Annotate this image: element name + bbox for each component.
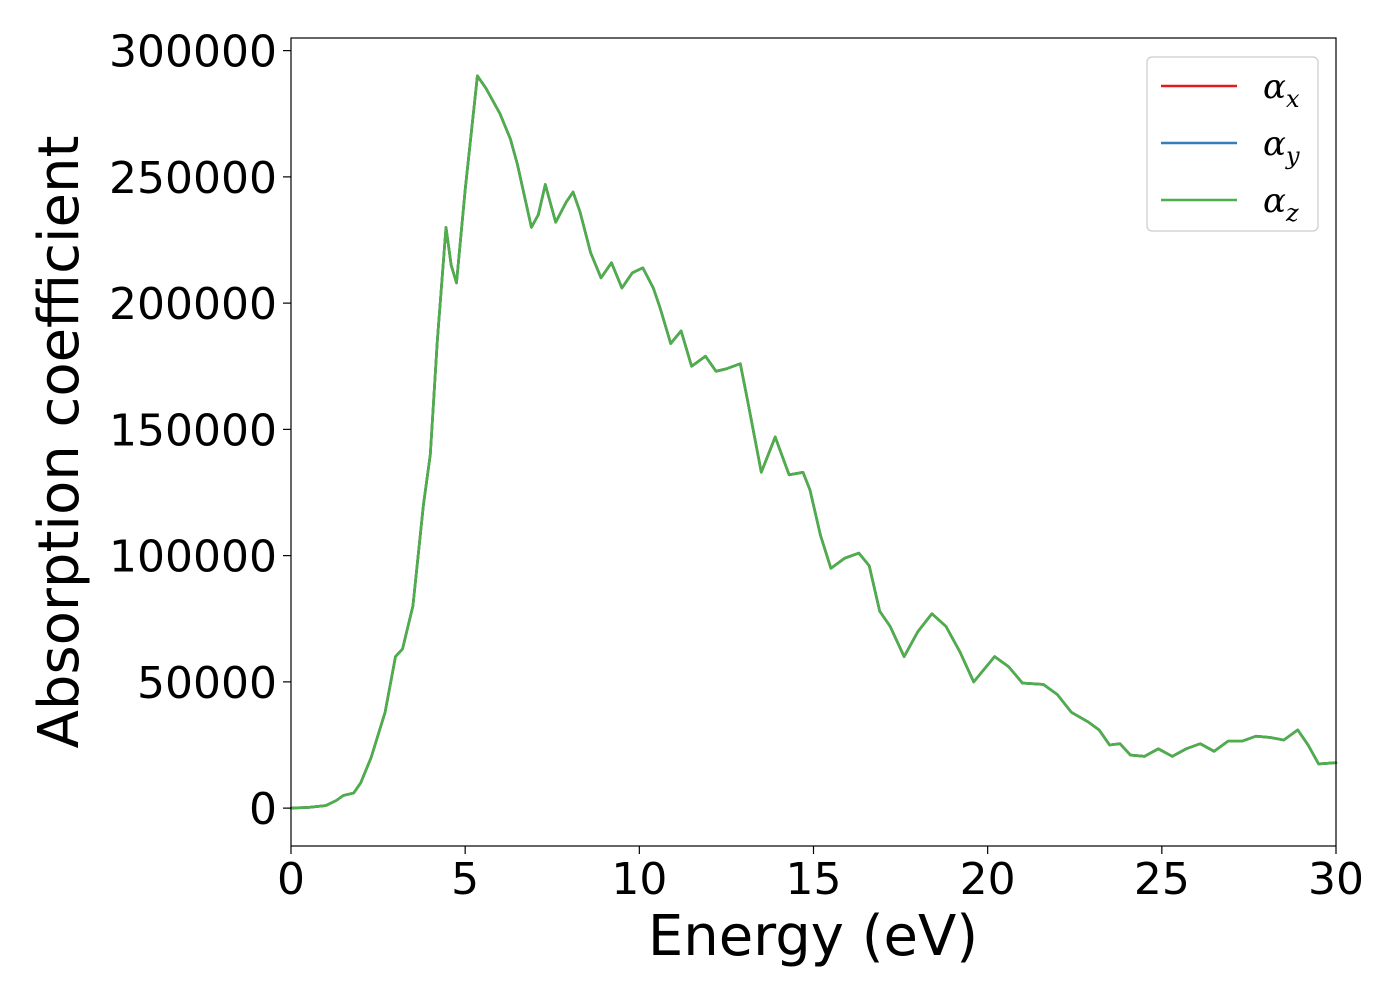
y-tick-label: 200000 [109, 279, 277, 330]
series-layer [289, 74, 1338, 810]
y-tick-label: 100000 [109, 532, 277, 583]
y-tick-label: 150000 [109, 405, 277, 456]
x-tick-label: 30 [1308, 854, 1364, 905]
y-axis: 0 50000 100000 150000 200000 250000 300000 [109, 27, 291, 835]
x-axis-label: Energy (eV) [648, 904, 978, 969]
y-axis-label: Absorption coefficient [27, 136, 92, 749]
legend-label-y: αy [1263, 124, 1300, 170]
x-tick-label: 5 [451, 854, 479, 905]
legend-label-subscript: x [1286, 85, 1300, 113]
x-tick-label: 15 [786, 854, 842, 905]
x-tick-label: 25 [1134, 854, 1190, 905]
legend-label-symbol: α [1263, 124, 1286, 164]
x-tick-label: 0 [277, 854, 305, 905]
legend-label-subscript: y [1285, 142, 1300, 170]
x-tick-label: 10 [611, 854, 667, 905]
y-tick-label: 50000 [137, 658, 277, 709]
legend-label-subscript: z [1285, 199, 1299, 227]
y-tick-label: 250000 [109, 153, 277, 204]
legend-label-symbol: α [1263, 181, 1286, 221]
legend-label-x: αx [1263, 67, 1300, 113]
x-axis: 0 5 10 15 20 25 30 [277, 846, 1364, 905]
series-line-z [289, 74, 1338, 810]
y-tick-label: 0 [249, 784, 277, 835]
x-tick-label: 20 [960, 854, 1016, 905]
y-tick-label: 300000 [109, 27, 277, 78]
legend-label-z: αz [1263, 181, 1299, 227]
legend-label-symbol: α [1263, 67, 1286, 107]
